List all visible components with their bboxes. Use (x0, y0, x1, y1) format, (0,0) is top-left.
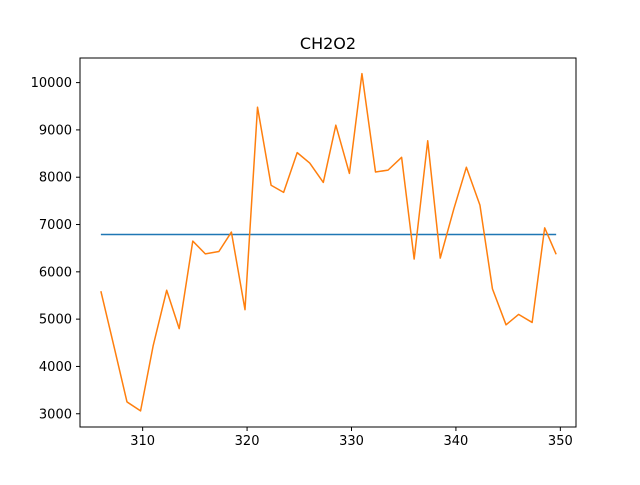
x-tick-label: 340 (444, 434, 469, 449)
plot-area (100, 72, 557, 412)
y-tick-label: 10000 (31, 76, 72, 91)
y-tick-label: 6000 (39, 265, 72, 280)
y-tick-label: 5000 (39, 313, 72, 328)
y-tick-label: 7000 (39, 218, 72, 233)
chart-title: CH2O2 (300, 34, 356, 53)
x-tick-label: 350 (548, 434, 573, 449)
x-tick-label: 330 (339, 434, 364, 449)
x-axis: 310 320 330 340 350 (130, 427, 573, 449)
x-tick-label: 310 (130, 434, 155, 449)
axes-frame (79, 57, 577, 428)
series-line-2 (100, 72, 557, 412)
x-tick-label: 320 (235, 434, 260, 449)
y-tick-label: 8000 (39, 171, 72, 186)
y-tick-label: 3000 (39, 407, 72, 422)
y-axis: 3000 4000 5000 6000 7000 8000 9000 10000 (31, 76, 80, 422)
y-tick-label: 4000 (39, 360, 72, 375)
y-tick-label: 9000 (39, 123, 72, 138)
